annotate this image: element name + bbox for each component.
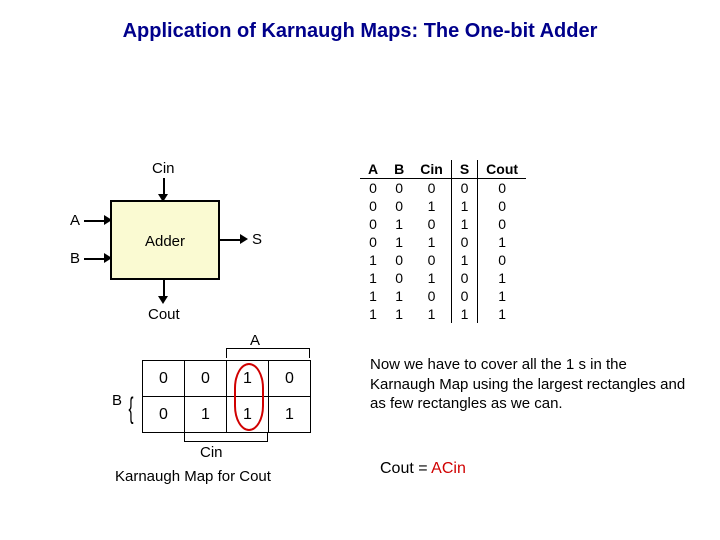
cell: 0 [360,215,386,233]
cout-arrow-head [158,296,168,304]
adder-box: Adder [110,200,220,280]
th-cout: Cout [478,160,526,179]
b-label: B [70,250,80,267]
th-s: S [451,160,477,179]
cell: 1 [412,233,451,251]
cell: 0 [360,197,386,215]
kmap-b-label: B [112,392,122,409]
th-cin: Cin [412,160,451,179]
kmap-cell: 0 [143,361,185,397]
cell: 1 [386,215,412,233]
cell: 1 [386,305,412,323]
cell: 0 [412,287,451,305]
cell: 0 [386,251,412,269]
kmap-b-brace: { [129,394,134,424]
cell: 0 [360,179,386,198]
cell: 0 [451,233,477,251]
kmap-cell: 1 [269,397,311,433]
cell: 1 [451,215,477,233]
cell: 1 [386,287,412,305]
cell: 1 [412,197,451,215]
cell: 1 [478,269,526,287]
eq-lhs: Cout = [380,460,431,477]
cell: 0 [412,251,451,269]
kmap-cell: 0 [269,361,311,397]
explanation-text: Now we have to cover all the 1 s in the … [370,355,690,414]
cell: 1 [386,233,412,251]
kmap-a-label: A [250,332,260,349]
cell: 0 [412,215,451,233]
kmap-table: 0 0 1 0 0 1 1 1 [142,360,311,433]
cell: 1 [478,287,526,305]
cell: 1 [360,287,386,305]
cell: 0 [478,179,526,198]
cell: 1 [451,197,477,215]
cell: 1 [360,305,386,323]
kmap-cell: 1 [185,397,227,433]
cell: 1 [451,305,477,323]
cell: 1 [478,233,526,251]
kmap-cin-bracket [184,432,268,442]
eq-rhs: ACin [431,460,466,477]
cell: 0 [451,179,477,198]
cell: 1 [478,305,526,323]
cell: 0 [386,269,412,287]
kmap-cell: 1 [227,361,269,397]
cout-equation: Cout = ACin [380,460,466,478]
cell: 0 [451,287,477,305]
cell: 1 [412,305,451,323]
cin-label: Cin [152,160,175,177]
cell: 0 [386,179,412,198]
kmap-cell: 1 [227,397,269,433]
cell: 0 [360,233,386,251]
cell: 0 [412,179,451,198]
kmap-a-bracket [226,348,310,358]
cell: 0 [478,251,526,269]
cout-label: Cout [148,306,180,323]
kmap-cell: 0 [143,397,185,433]
page-title: Application of Karnaugh Maps: The One-bi… [0,20,720,43]
cell: 0 [478,197,526,215]
truth-table: A B Cin S Cout 00000 00110 01010 01101 1… [360,160,526,323]
cell: 0 [478,215,526,233]
kmap-cin-label: Cin [200,444,223,461]
th-a: A [360,160,386,179]
kmap-caption: Karnaugh Map for Cout [115,468,271,485]
a-label: A [70,212,80,229]
cell: 1 [451,251,477,269]
kmap-cell: 0 [185,361,227,397]
cell: 1 [360,269,386,287]
truth-tbody: 00000 00110 01010 01101 10010 10101 1100… [360,179,526,324]
cell: 0 [386,197,412,215]
s-label: S [252,231,262,248]
th-b: B [386,160,412,179]
cell: 0 [451,269,477,287]
cell: 1 [360,251,386,269]
cell: 1 [412,269,451,287]
s-arrow-head [240,234,248,244]
